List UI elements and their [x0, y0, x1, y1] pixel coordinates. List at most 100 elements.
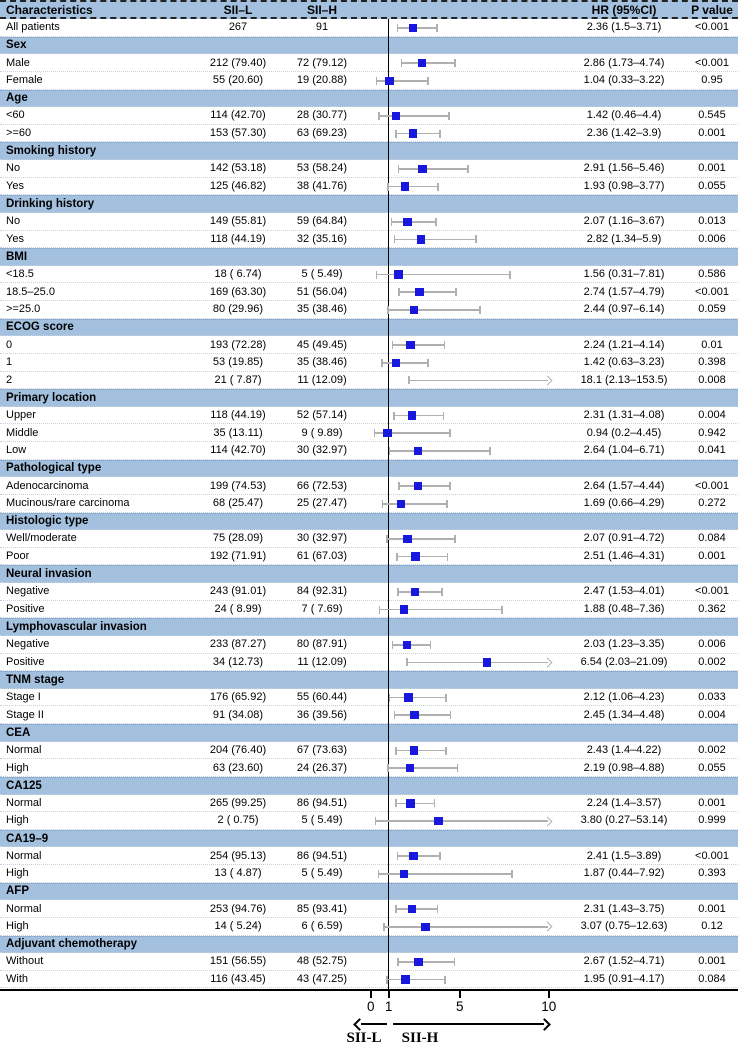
sii-h-count: 28 (30.77): [296, 109, 348, 122]
sii-h-count: 19 (20.88): [296, 74, 348, 87]
ci-line: [397, 855, 441, 858]
ci-line: [378, 115, 450, 117]
sii-h-count: 84 (92.31): [296, 585, 348, 598]
sii-h-count: 35 (38.46): [296, 356, 348, 369]
section-header-row: Sex: [0, 36, 738, 55]
ci-cap-right: [427, 76, 429, 85]
ci-cap-right: [501, 605, 503, 614]
sii-h-count: 7 ( 7.69): [301, 602, 343, 615]
table-row: Mucinous/rare carcinoma 68 (25.47) 25 (27.…: [0, 495, 738, 513]
sii-l-count: 212 (79.40): [209, 56, 267, 69]
hr-ci-text: 18.1 (2.13–153.5): [580, 373, 668, 386]
ci-cap-right: [443, 341, 446, 350]
column-header-sii-l: SII–L: [223, 2, 253, 17]
p-value: 0.055: [698, 179, 726, 192]
ci-line: [397, 961, 455, 963]
sii-l-count: 169 (63.30): [209, 285, 267, 298]
table-row: Low 114 (42.70) 30 (32.97) 2.64 (1.04–6.71)…: [0, 442, 738, 460]
ci-cap-right: [444, 975, 446, 984]
row-label: 2: [6, 373, 13, 386]
sii-h-count: 66 (72.53): [296, 479, 348, 492]
ci-cap-left: [375, 76, 378, 85]
hr-ci-text: 1.95 (0.91–4.17): [583, 973, 665, 986]
row-label: >=60: [6, 127, 32, 140]
table-row: Stage I 176 (65.92) 55 (60.44) 2.12 (1.06–4…: [0, 689, 738, 707]
ci-cap-left: [388, 693, 391, 702]
row-label: <60: [6, 109, 25, 122]
row-label: Low: [6, 444, 27, 457]
hr-ci-text: 2.07 (1.16–3.67): [583, 215, 665, 228]
table-row: No 149 (55.81) 59 (64.84) 2.07 (1.16–3.67) 0…: [0, 213, 738, 231]
column-header-p-value: P value: [691, 2, 733, 17]
row-label: ECOG score: [6, 321, 74, 334]
ci-cap-right: [435, 217, 437, 226]
ci-cap-left: [393, 235, 396, 244]
row-label: BMI: [6, 250, 28, 263]
table-row: Without 151 (56.55) 48 (52.75) 2.67 (1.52–4…: [0, 953, 738, 971]
hr-marker: [406, 340, 415, 350]
sii-l-count: 199 (74.53): [209, 479, 267, 492]
ci-cap-left: [395, 552, 398, 561]
sii-l-count: 80 (29.96): [212, 303, 264, 316]
hr-marker: [402, 640, 412, 649]
table-row: No 142 (53.18) 53 (58.24) 2.91 (1.56–5.46) 0…: [0, 160, 738, 178]
ci-cap-left: [378, 112, 380, 121]
hr-marker: [416, 235, 426, 244]
ci-arrow-icon: [542, 816, 552, 826]
table-row: >=60 153 (57.30) 63 (69.23) 2.36 (1.42–3.9)…: [0, 125, 738, 143]
hr-ci-text: 2.67 (1.52–4.71): [583, 955, 665, 968]
section-header-row: Pathological type: [0, 459, 738, 478]
sii-l-count: 116 (43.45): [210, 973, 266, 986]
sii-h-count: 30 (32.97): [296, 532, 348, 545]
ci-cap-left: [390, 217, 393, 226]
sii-h-count: 24 (26.37): [296, 761, 348, 774]
ci-cap-left: [397, 164, 400, 173]
ci-arrow-icon: [542, 921, 552, 932]
row-label: No: [6, 162, 21, 175]
ci-cap-left: [391, 640, 394, 649]
hr-marker: [483, 658, 492, 667]
hr-ci-text: 2.64 (1.57–4.44): [583, 479, 665, 492]
sii-l-count: 118 (44.19): [210, 409, 266, 422]
ci-cap-left: [391, 341, 394, 350]
ci-line: [379, 608, 502, 611]
sii-l-count: 193 (72.28): [209, 338, 267, 351]
p-value: 0.586: [698, 268, 726, 281]
hr-marker: [410, 587, 419, 597]
hr-ci-text: 2.19 (0.98–4.88): [583, 761, 665, 774]
hr-ci-text: 0.94 (0.2–4.45): [586, 426, 662, 439]
hr-ci-text: 3.07 (0.75–12.63): [580, 920, 668, 933]
row-label: AFP: [6, 885, 29, 898]
section-header-row: Smoking history: [0, 142, 738, 160]
ci-cap-right: [510, 869, 513, 878]
sii-l-count: 114 (42.70): [210, 444, 266, 457]
sii-h-count: 43 (47.25): [296, 973, 348, 986]
p-value: 0.041: [698, 444, 726, 457]
sii-h-count: 6 ( 6.59): [301, 920, 343, 933]
hr-ci-text: 2.45 (1.34–4.48): [583, 708, 665, 721]
ci-cap-left: [407, 376, 410, 385]
p-value: <0.001: [695, 285, 729, 298]
section-header-row: BMI: [0, 248, 738, 266]
row-label: Yes: [6, 232, 24, 245]
p-value: 0.033: [698, 691, 726, 704]
sii-l-count: 24 ( 8.99): [214, 602, 262, 615]
hr-ci-text: 2.36 (1.5–3.71): [586, 21, 662, 34]
ci-line: [398, 485, 450, 487]
hr-ci-text: 2.44 (0.97–6.14): [583, 303, 665, 316]
hr-ci-text: 2.31 (1.43–3.75): [583, 902, 665, 915]
sii-l-count: 18 ( 6.74): [214, 268, 262, 281]
sii-l-count: 55 (20.60): [212, 74, 264, 87]
sii-h-count: 61 (67.03): [296, 550, 348, 563]
table-row: Normal 253 (94.76) 85 (93.41) 2.31 (1.43–3.…: [0, 900, 738, 918]
hr-marker: [408, 129, 417, 138]
ci-line: [394, 714, 451, 717]
row-label: >=25.0: [6, 303, 41, 316]
row-label: High: [6, 920, 29, 933]
table-row: Normal 204 (76.40) 67 (73.63) 2.43 (1.4–4.2…: [0, 742, 738, 760]
row-label: Histologic type: [6, 515, 89, 528]
ci-cap-left: [386, 535, 388, 544]
hr-ci-text: 2.03 (1.23–3.35): [583, 638, 665, 651]
p-value: 0.01: [701, 338, 723, 351]
sii-h-count: 86 (94.51): [296, 849, 348, 862]
